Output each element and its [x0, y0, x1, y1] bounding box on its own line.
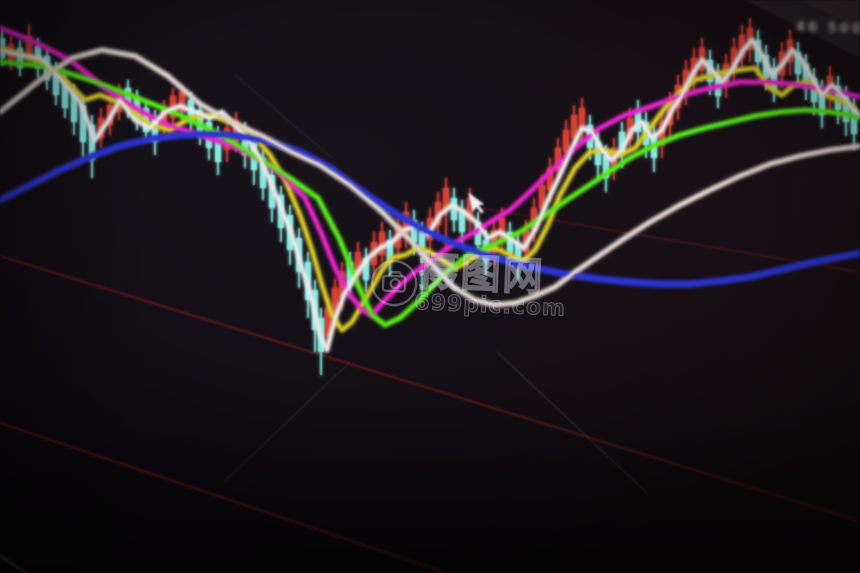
- photo-scratch-line: [223, 361, 351, 483]
- red-gridline: [0, 422, 448, 573]
- candle-body: [563, 130, 569, 152]
- candlestick-down: [795, 42, 801, 86]
- red-gridlines-layer: [0, 73, 860, 573]
- candlestick-down: [387, 230, 393, 275]
- moving-averages-layer: [0, 24, 860, 354]
- green-corner-streak: [0, 554, 29, 573]
- red-gridline: [0, 255, 860, 522]
- price-readout-blurry: 46 500: [795, 19, 860, 38]
- photo-scratch-line: [496, 351, 649, 495]
